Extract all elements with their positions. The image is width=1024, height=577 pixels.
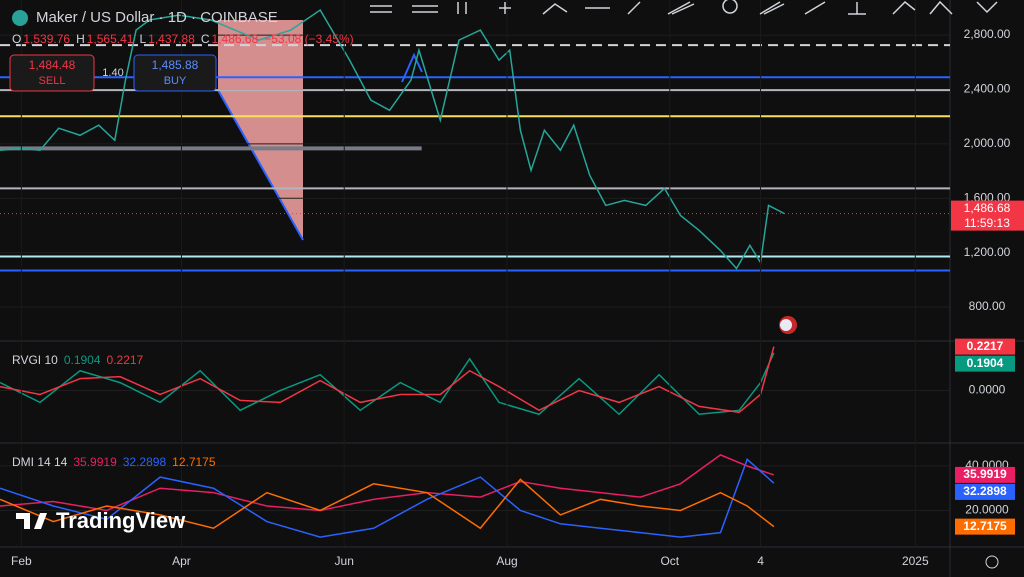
- logo-mark: [16, 513, 47, 529]
- ohlc-value: 1,486.68: [212, 32, 259, 46]
- tool-icon[interactable]: [370, 5, 392, 13]
- series-line: [0, 8, 785, 270]
- drawing-line[interactable]: [401, 52, 423, 83]
- tool-icon[interactable]: [976, 1, 998, 14]
- ohlc-key: O: [12, 32, 21, 46]
- ohlc-value: 1,565.41: [87, 32, 134, 46]
- tool-icon[interactable]: [667, 1, 695, 15]
- y-tick-label: 2,000.00: [964, 136, 1011, 150]
- legend-value: 0.1904: [64, 353, 101, 367]
- tool-icon[interactable]: [892, 0, 916, 15]
- series-line: [0, 346, 775, 414]
- y-tick-label: 800.00: [969, 299, 1006, 313]
- drawing-toolbar[interactable]: [370, 0, 998, 15]
- indicator-title[interactable]: DMI 14 14: [12, 455, 68, 469]
- value-tag-label: 35.9919: [963, 467, 1007, 481]
- plots: [0, 0, 950, 546]
- value-tag: [955, 483, 1015, 500]
- price-tag: [951, 200, 1024, 231]
- tool-icon[interactable]: [804, 1, 826, 15]
- buy-price: 1,485.88: [152, 58, 199, 72]
- legend-value: 0.2217: [107, 353, 144, 367]
- x-tick-label: Apr: [172, 554, 191, 568]
- legend-value: 32.2898: [123, 455, 167, 469]
- series-line: [0, 454, 775, 512]
- y-tick-label: 2,800.00: [964, 27, 1011, 41]
- ohlc-value: 1,437.88: [148, 32, 195, 46]
- value-tag: [955, 466, 1015, 483]
- tool-icon[interactable]: [412, 5, 438, 13]
- tool-icon[interactable]: [929, 0, 953, 15]
- y-tick-label: 1,200.00: [964, 245, 1011, 259]
- x-tick-label: 2025: [902, 554, 929, 568]
- tool-icon[interactable]: [499, 2, 511, 14]
- sell-label: SELL: [39, 75, 66, 87]
- x-tick-label: Feb: [11, 554, 32, 568]
- ohlc-value: 1,539.76: [23, 32, 70, 46]
- value-tag-label: 0.2217: [967, 339, 1004, 353]
- value-tag: [955, 355, 1015, 372]
- x-tick-label: Aug: [496, 554, 517, 568]
- tool-icon[interactable]: [542, 3, 568, 15]
- settings-icon[interactable]: [985, 555, 999, 569]
- indicator-title[interactable]: RVGI 10: [12, 353, 58, 367]
- tool-icon[interactable]: [759, 1, 785, 15]
- tool-icon[interactable]: [627, 1, 641, 15]
- tool-icon[interactable]: [722, 0, 738, 14]
- y-tick-label: 2,400.00: [964, 82, 1011, 96]
- x-tick-label: Jun: [335, 554, 354, 568]
- value-tag: [955, 518, 1015, 535]
- sell-button[interactable]: [9, 54, 95, 92]
- value-tag: [955, 338, 1015, 355]
- buy-button[interactable]: [133, 54, 217, 92]
- tool-icon[interactable]: [457, 2, 467, 14]
- logo: TradingView: [56, 508, 186, 533]
- spread: 1.40: [102, 67, 123, 79]
- price-tag-timer: 11:59:13: [964, 216, 1010, 230]
- value-tag-label: 0.1904: [967, 356, 1004, 370]
- ohlc-legend: O 1,539.76 H 1,565.41 L 1,437.88 C 1,486.68: [12, 32, 259, 46]
- drawing-shape[interactable]: [218, 20, 303, 240]
- change: −53.08 (−3.45%): [264, 32, 353, 46]
- sell-price: 1,484.48: [29, 58, 76, 72]
- series-line: [0, 478, 775, 530]
- tool-icon[interactable]: [848, 2, 866, 15]
- x-tick-label: 4: [757, 554, 764, 568]
- ohlc-key: H: [76, 32, 85, 46]
- legend-value: 35.9919: [73, 455, 117, 469]
- legend-value: 12.7175: [172, 455, 216, 469]
- price-tag-label: 1,486.68: [964, 201, 1011, 215]
- value-tag-label: 12.7175: [963, 519, 1007, 533]
- value-tag-label: 32.2898: [963, 484, 1007, 498]
- ohlc-key: L: [139, 32, 146, 46]
- y-tick-label: 0.0000: [969, 383, 1006, 397]
- ohlc-key: C: [201, 32, 210, 46]
- symbol-title[interactable]: Maker / US Dollar · 1D · COINBASE: [36, 9, 278, 26]
- series-line: [0, 352, 775, 416]
- buy-label: BUY: [164, 75, 187, 87]
- x-tick-label: Oct: [660, 554, 679, 568]
- event-marker-inner: [780, 319, 792, 331]
- y-tick-label: 20.0000: [965, 503, 1009, 517]
- symbol-icon: [12, 10, 28, 26]
- series-line: [0, 458, 775, 538]
- drawing-line[interactable]: [217, 89, 304, 241]
